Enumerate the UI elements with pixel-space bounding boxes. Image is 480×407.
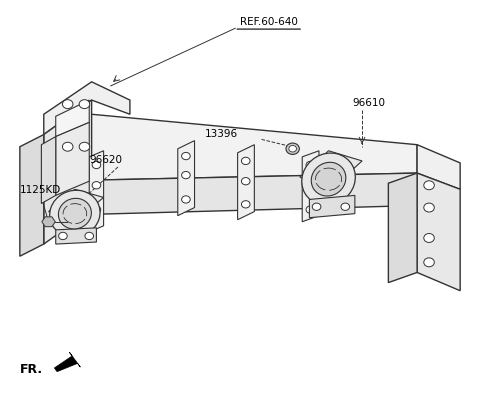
Circle shape [92, 161, 101, 168]
Polygon shape [44, 100, 92, 244]
Text: 1125KD: 1125KD [20, 185, 61, 195]
Circle shape [62, 100, 73, 109]
Circle shape [306, 182, 315, 190]
Circle shape [306, 161, 315, 168]
Polygon shape [44, 114, 417, 181]
Circle shape [181, 171, 190, 179]
Ellipse shape [50, 190, 100, 237]
Polygon shape [417, 173, 460, 291]
Polygon shape [44, 82, 130, 135]
Text: 96610: 96610 [352, 98, 385, 108]
Polygon shape [56, 123, 89, 195]
Polygon shape [20, 135, 44, 256]
Ellipse shape [302, 153, 355, 205]
Circle shape [289, 145, 297, 152]
Circle shape [424, 203, 434, 212]
Polygon shape [42, 217, 55, 227]
Ellipse shape [59, 198, 91, 229]
Polygon shape [41, 137, 56, 204]
Polygon shape [417, 144, 460, 189]
Polygon shape [302, 151, 319, 222]
Circle shape [181, 152, 190, 160]
Circle shape [79, 142, 90, 151]
Circle shape [312, 203, 321, 210]
Circle shape [59, 232, 67, 240]
Circle shape [306, 206, 315, 213]
Circle shape [241, 177, 250, 185]
Polygon shape [48, 189, 104, 220]
Polygon shape [54, 352, 80, 372]
Circle shape [341, 203, 349, 210]
Polygon shape [388, 173, 417, 282]
Circle shape [181, 196, 190, 203]
Ellipse shape [311, 162, 346, 196]
Circle shape [241, 201, 250, 208]
Circle shape [241, 157, 250, 164]
Circle shape [424, 181, 434, 190]
Polygon shape [44, 173, 417, 216]
Text: REF.60-640: REF.60-640 [240, 17, 298, 27]
Circle shape [85, 232, 94, 240]
Polygon shape [178, 141, 194, 216]
Text: 13396: 13396 [204, 129, 238, 139]
Circle shape [424, 258, 434, 267]
Circle shape [92, 206, 101, 213]
Polygon shape [56, 100, 89, 137]
Circle shape [79, 100, 90, 109]
Polygon shape [300, 151, 362, 187]
Polygon shape [310, 195, 355, 218]
Text: FR.: FR. [20, 363, 43, 376]
Circle shape [286, 143, 300, 154]
Polygon shape [89, 151, 104, 232]
Circle shape [92, 182, 101, 189]
Polygon shape [238, 144, 254, 220]
Circle shape [424, 234, 434, 243]
Text: 96620: 96620 [89, 155, 122, 165]
Polygon shape [56, 228, 96, 244]
Circle shape [62, 142, 73, 151]
